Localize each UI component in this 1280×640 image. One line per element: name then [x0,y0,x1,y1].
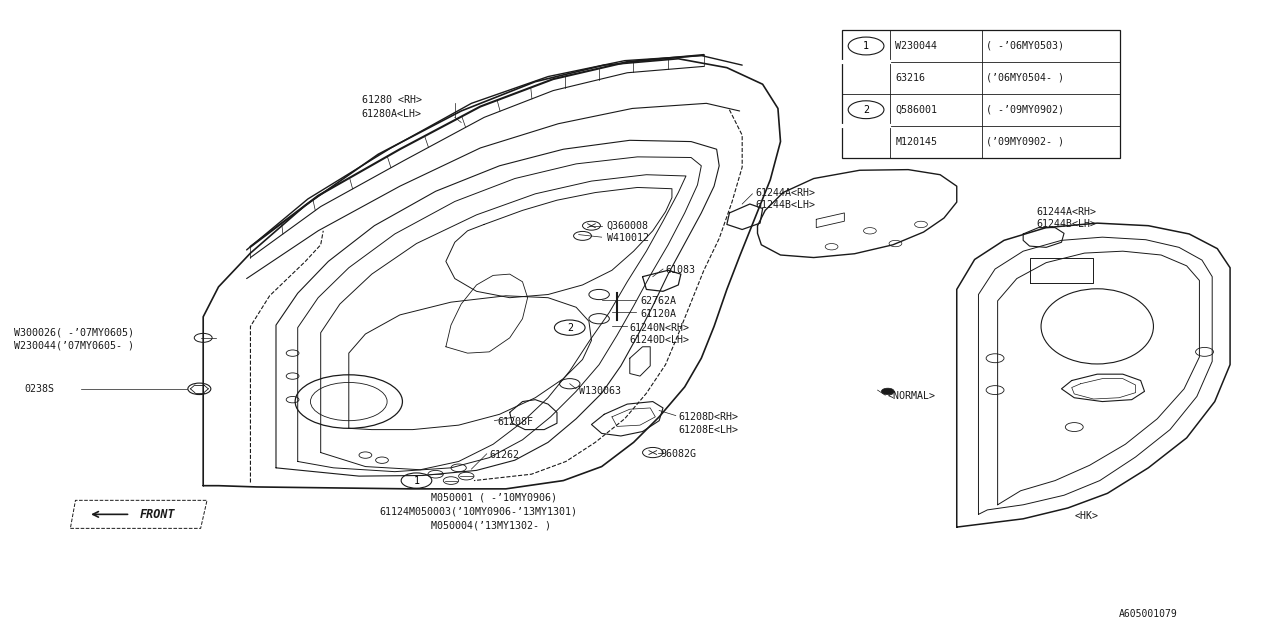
Text: 61208E<LH>: 61208E<LH> [678,424,739,435]
Text: 63216: 63216 [896,73,925,83]
Text: 61280A<LH>: 61280A<LH> [361,109,421,119]
Text: M120145: M120145 [896,136,937,147]
Text: ( -’09MY0902): ( -’09MY0902) [986,105,1064,115]
Text: 2: 2 [567,323,572,333]
Bar [842,30,1120,157]
Text: 61120A: 61120A [640,308,676,319]
Text: <NORMAL>: <NORMAL> [888,392,936,401]
Text: W230044(’07MY0605- ): W230044(’07MY0605- ) [14,340,134,351]
Text: 61244B<LH>: 61244B<LH> [755,200,815,211]
Text: M050001 ( -’10MY0906): M050001 ( -’10MY0906) [430,492,557,502]
Text: (’09MY0902- ): (’09MY0902- ) [986,136,1064,147]
Text: (’06MY0504- ): (’06MY0504- ) [986,73,1064,83]
Text: FRONT: FRONT [140,508,175,521]
Text: 62762A: 62762A [640,296,676,306]
Text: 1: 1 [863,41,869,51]
Text: 96082G: 96082G [660,449,696,459]
Text: 61083: 61083 [666,266,695,275]
Text: M050004(’13MY1302- ): M050004(’13MY1302- ) [430,520,550,530]
Text: 1: 1 [413,476,420,486]
Text: 61240N<RH>: 61240N<RH> [630,323,690,333]
Text: 0238S: 0238S [24,384,54,394]
Text: 61208F: 61208F [497,417,532,427]
Text: 61124M050003(’10MY0906-’13MY1301): 61124M050003(’10MY0906-’13MY1301) [379,506,577,516]
Text: Q360008: Q360008 [607,221,649,230]
Text: 61244B<LH>: 61244B<LH> [1036,220,1096,229]
Text: W230044: W230044 [896,41,937,51]
Text: W410012: W410012 [607,234,649,243]
Text: 61244A<RH>: 61244A<RH> [755,188,815,198]
Text: 61280 <RH>: 61280 <RH> [361,95,421,105]
Circle shape [882,388,895,394]
Text: W300026( -’07MY0605): W300026( -’07MY0605) [14,328,134,338]
Text: W130063: W130063 [579,387,621,396]
Text: 61244A<RH>: 61244A<RH> [1036,207,1096,217]
Text: 2: 2 [863,105,869,115]
Text: 61262: 61262 [489,450,520,460]
Text: A605001079: A605001079 [1119,609,1178,620]
Text: 61240D<LH>: 61240D<LH> [630,335,690,346]
Text: <HK>: <HK> [1074,511,1098,521]
Text: Q586001: Q586001 [896,105,937,115]
Text: 61208D<RH>: 61208D<RH> [678,412,739,422]
Text: ( -’06MY0503): ( -’06MY0503) [986,41,1064,51]
